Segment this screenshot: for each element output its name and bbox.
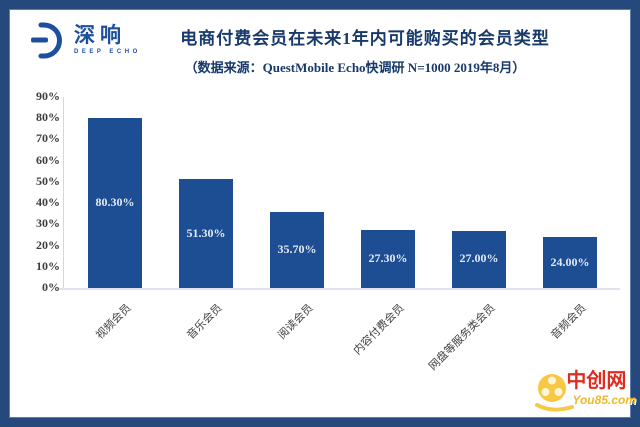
bar-阅读会员	[270, 212, 324, 288]
bar-视频会员	[88, 117, 142, 288]
y-axis-tick-label: 60%	[36, 152, 60, 167]
bar-value-label: 27.00%	[459, 251, 499, 266]
x-axis-category-label: 内容付费会员	[351, 302, 407, 358]
y-axis-tick-label: 0%	[42, 280, 60, 294]
y-axis-tick-label: 40%	[36, 195, 60, 210]
logo-name-en: DEEP ECHO	[74, 49, 141, 55]
bar-value-label: 35.70%	[277, 242, 317, 257]
bar-音乐会员	[179, 179, 233, 288]
watermark: 中创网 You85.com	[534, 371, 636, 415]
y-axis-tick-label: 50%	[36, 173, 60, 188]
chart-source-note: （数据来源：QuestMobile Echo快调研 N=1000 2019年8月…	[184, 60, 526, 75]
watermark-site-name: 中创网	[566, 370, 627, 392]
bar-value-label: 80.30%	[95, 194, 135, 209]
x-axis-category-label: 阅读会员	[276, 302, 316, 342]
bar-value-label: 51.30%	[186, 225, 226, 240]
x-axis-category-label: 音频会员	[549, 302, 589, 342]
y-axis-tick-label: 80%	[36, 110, 60, 125]
film-reel-icon	[535, 374, 575, 412]
y-axis-tick-label: 70%	[36, 131, 60, 146]
chart-title: 电商付费会员在未来1年内可能购买的会员类型	[180, 29, 550, 48]
logo-text: 深响 DEEP ECHO	[74, 25, 141, 55]
x-axis-category-label: 视频会员	[94, 302, 134, 342]
bar-value-label: 24.00%	[550, 254, 590, 269]
y-axis-tick-label: 30%	[36, 216, 60, 231]
deep-echo-logo-icon	[31, 22, 62, 59]
y-axis-tick-label: 20%	[36, 237, 60, 252]
deep-echo-logo: 深响 DEEP ECHO	[30, 20, 141, 60]
y-axis-line	[63, 97, 64, 289]
bar-网盘等服务类会员	[452, 230, 506, 288]
watermark-text: 中创网 You85.com	[566, 371, 636, 406]
x-axis-baseline	[58, 288, 620, 290]
x-axis-category-label: 网盘等服务类会员	[426, 302, 498, 373]
logo-name-cn: 深响	[74, 24, 126, 47]
watermark-site-url: You85.com	[572, 393, 636, 407]
x-axis-category-label: 音乐会员	[185, 302, 225, 342]
bar-value-label: 27.30%	[368, 251, 408, 266]
bar-内容付费会员	[361, 230, 415, 288]
y-axis-tick-label: 10%	[36, 258, 60, 273]
y-axis-tick-label: 90%	[36, 89, 60, 103]
bar-音频会员	[543, 237, 597, 288]
